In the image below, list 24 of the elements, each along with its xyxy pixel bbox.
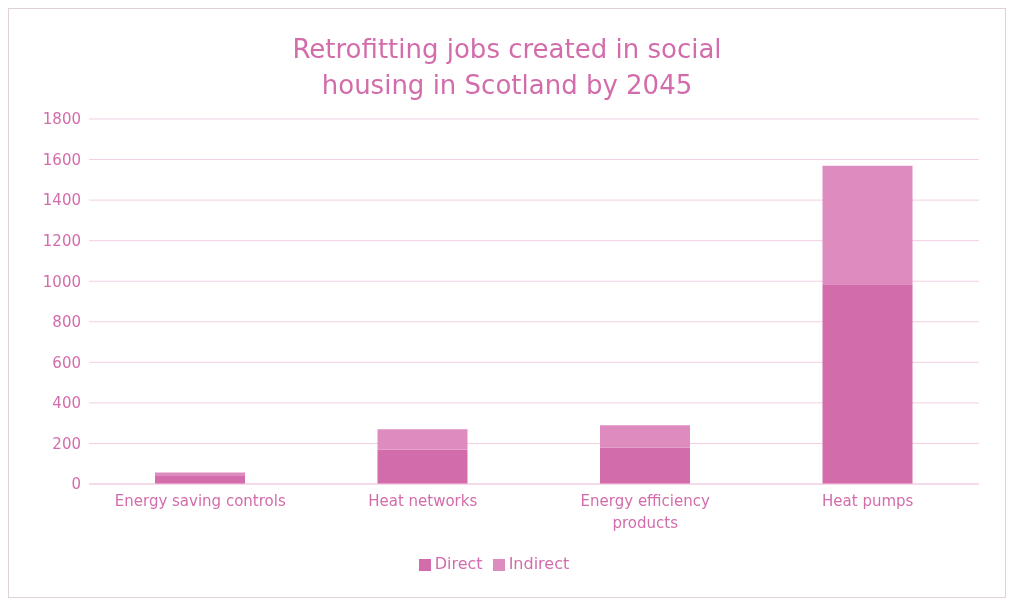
y-tick-label: 1000 — [42, 272, 81, 291]
x-tick-label: Energy saving controls — [114, 492, 286, 510]
bar — [600, 447, 690, 484]
legend-label: Indirect — [508, 554, 570, 573]
bar — [600, 425, 690, 448]
x-tick-label: Energy efficiency products — [580, 492, 711, 532]
y-tick-label: 400 — [52, 394, 81, 413]
y-tick-label: 0 — [71, 475, 81, 494]
bar — [377, 449, 468, 484]
x-tick-label: Heat networks — [368, 492, 478, 510]
bar — [377, 429, 468, 450]
bar — [822, 165, 913, 285]
chart-title: Retrofitting jobs created in social housing in Scotland by 2045 — [291, 33, 723, 102]
y-tick-label: 200 — [52, 434, 81, 453]
y-tick-label: 1800 — [42, 110, 81, 129]
bar — [822, 284, 913, 484]
y-tick-label: 1200 — [42, 231, 81, 250]
legend-label: Direct — [434, 554, 483, 573]
y-tick-label: 1400 — [42, 191, 81, 210]
y-tick-label: 1600 — [42, 150, 81, 169]
bar — [155, 472, 245, 476]
x-tick-label: Heat pumps — [822, 492, 914, 510]
y-tick-label: 600 — [52, 353, 81, 372]
y-tick-label: 800 — [52, 313, 81, 332]
